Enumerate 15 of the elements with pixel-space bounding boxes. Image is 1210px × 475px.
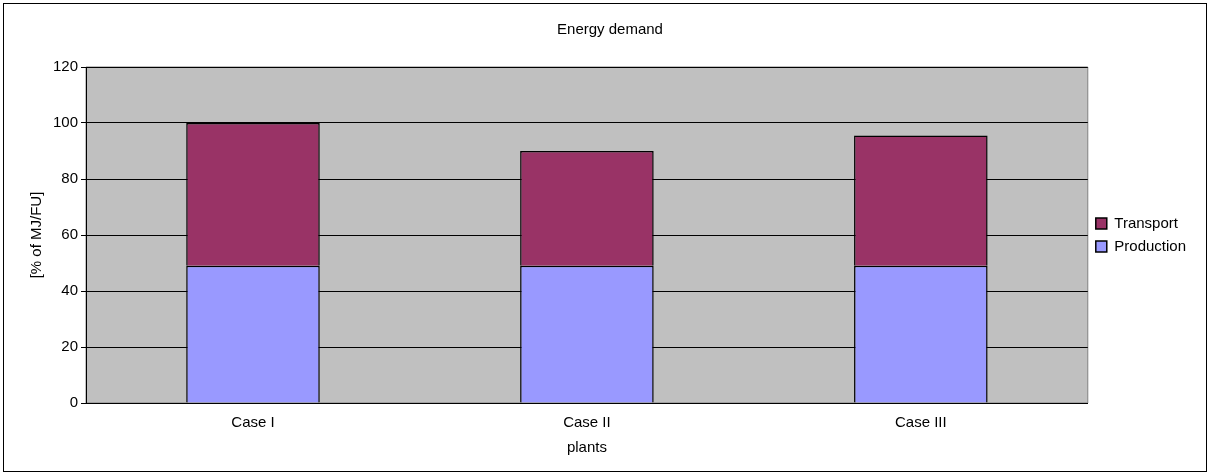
x-tick-label: Case III — [894, 413, 947, 431]
x-tick-label: Case II — [563, 413, 611, 431]
x-axis-title: plants — [566, 438, 607, 456]
y-tick-label: 20 — [61, 337, 79, 355]
legend-label: Transport — [1114, 213, 1179, 231]
x-tick-label: Case I — [231, 413, 275, 431]
y-tick-label: 0 — [69, 393, 79, 411]
y-tick-label: 100 — [53, 113, 79, 131]
y-tick-label: 80 — [61, 169, 79, 187]
y-tick-label: 40 — [61, 281, 79, 299]
chart-title: Energy demand — [557, 20, 663, 38]
legend-label: Production — [1114, 236, 1187, 254]
y-axis-title: [% of MJ/FU] — [27, 191, 45, 279]
y-tick-label: 120 — [53, 57, 79, 75]
y-tick-label: 60 — [61, 225, 79, 243]
